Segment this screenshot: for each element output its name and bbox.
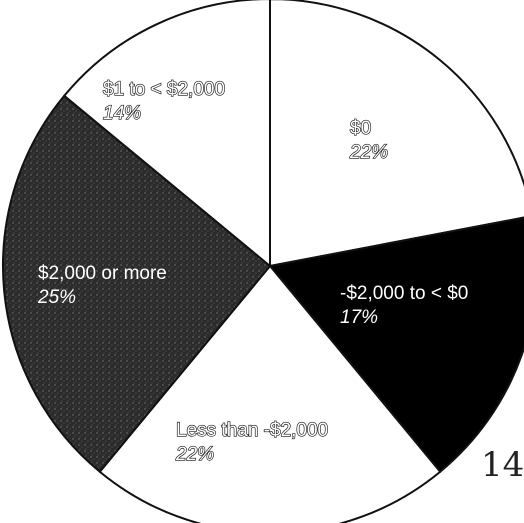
slice-percent-label: 17% — [340, 307, 378, 328]
slice-label: $0 — [350, 118, 371, 139]
pie-slice — [2, 94, 272, 474]
pie-slice — [269, 0, 524, 268]
slice-percent-label: 14% — [103, 103, 141, 124]
pie-slice — [268, 216, 524, 474]
slice-percent-label: 22% — [349, 142, 388, 163]
pie-labels: $0 22% -$2,000 to < $0 17% Less than -$2,000… — [37, 78, 468, 465]
slice-label: $2,000 or more — [38, 263, 167, 284]
slice-percent-label: 25% — [37, 287, 76, 308]
slice-label: -$2,000 to < $0 — [340, 283, 468, 304]
pie-slice — [62, 0, 271, 269]
slice-percent-label: 22% — [175, 444, 214, 465]
slice-label: Less than -$2,000 — [176, 420, 328, 441]
pie-slice — [98, 264, 442, 523]
page-number: 14 — [481, 445, 524, 485]
slice-label: $1 to < $2,000 — [103, 79, 225, 100]
